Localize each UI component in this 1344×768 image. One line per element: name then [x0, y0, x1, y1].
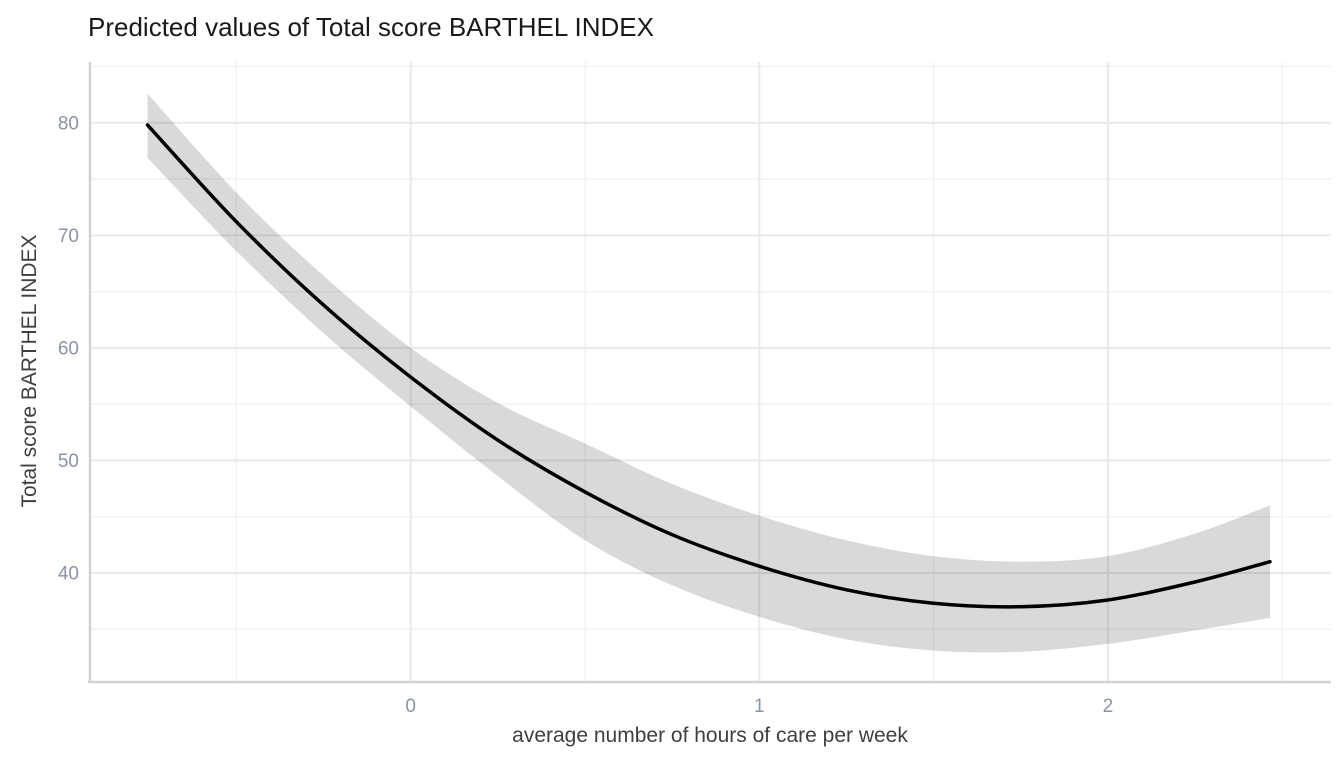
y-tick-label: 80	[58, 113, 79, 134]
x-tick-label: 2	[1103, 696, 1114, 717]
y-axis-title: Total score BARTHEL INDEX	[18, 234, 41, 508]
prediction-line	[145, 123, 1272, 609]
x-axis-title: average number of hours of care per week	[512, 724, 908, 747]
y-tick-label: 50	[58, 451, 79, 472]
y-tick-label: 60	[58, 338, 79, 359]
x-tick-label: 0	[405, 696, 416, 717]
chart-title: Predicted values of Total score BARTHEL …	[88, 12, 654, 42]
x-tick-label: 1	[754, 696, 765, 717]
confidence-ribbon	[147, 93, 1270, 653]
y-tick-label: 70	[58, 226, 79, 247]
y-tick-label: 40	[58, 563, 79, 584]
